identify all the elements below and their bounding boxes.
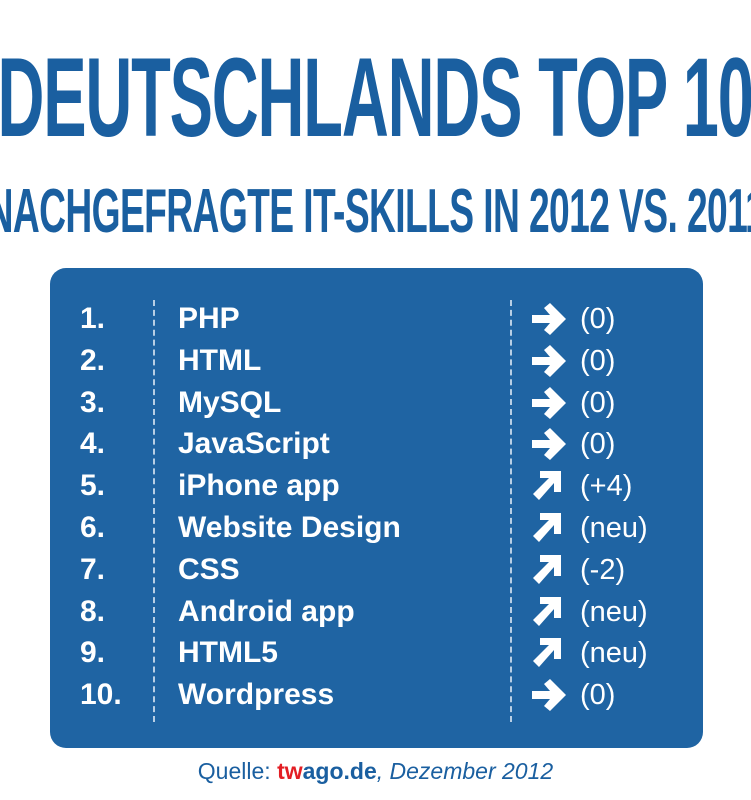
source-prefix: Quelle: [197, 758, 278, 784]
rank-change: (+4) [580, 470, 633, 503]
skill-name: HTML [178, 343, 262, 377]
rank-change: (0) [580, 428, 616, 461]
rank-number: 6. [80, 511, 106, 544]
rank-number: 9. [80, 636, 106, 670]
rank-change: (-2) [580, 553, 626, 586]
skill-name: Android app [178, 594, 355, 628]
skill-name: Wordpress [178, 678, 335, 712]
arrow-right-icon [530, 679, 568, 712]
trend-divider [510, 300, 512, 722]
ranking-row: 1. PHP (0) [50, 298, 703, 340]
rank-number: 2. [80, 343, 106, 377]
skill-name: CSS [178, 552, 240, 586]
rank-number: 10. [80, 678, 122, 712]
source-date: , Dezember 2012 [376, 758, 554, 784]
rank-change: (0) [580, 303, 616, 335]
subtitle-container: NACHGEFRAGTE IT-SKILLS IN 2012 VS. 2011 [0, 176, 751, 248]
ranking-panel: 1. PHP (0) 2. HTML (0) 3. MySQL (0) 4. JavaScript (… [50, 268, 703, 748]
ranking-row: 9. HTML5 (neu) [50, 632, 703, 674]
arrow-up-right-icon [530, 470, 568, 502]
skill-name: iPhone app [178, 469, 340, 503]
arrow-right-icon [530, 428, 568, 461]
arrow-up-right-icon [530, 512, 568, 544]
ranking-row: 3. MySQL (0) [50, 382, 703, 424]
ranking-row: 10. Wordpress (0) [50, 674, 703, 716]
rank-change: (0) [580, 679, 616, 712]
arrow-right-icon [530, 303, 568, 335]
rank-change: (neu) [580, 595, 648, 628]
arrow-right-icon [530, 344, 568, 377]
rank-number: 1. [80, 302, 106, 335]
rank-number: 8. [80, 594, 106, 628]
skill-name: JavaScript [178, 427, 330, 461]
ranking-row: 4. JavaScript (0) [50, 423, 703, 465]
arrow-right-icon [530, 386, 568, 419]
brand-tw: tw [277, 758, 303, 784]
rank-change: (neu) [580, 637, 648, 670]
main-title-container: DEUTSCHLANDS TOP 10 [0, 36, 751, 160]
rank-number: 7. [80, 552, 106, 586]
rank-number: 4. [80, 427, 106, 461]
ranking-row: 2. HTML (0) [50, 340, 703, 382]
rank-divider [153, 300, 155, 722]
arrow-up-right-icon [530, 554, 568, 586]
rank-number: 3. [80, 385, 106, 419]
ranking-row: 6. Website Design (neu) [50, 507, 703, 549]
ranking-row: 7. CSS (-2) [50, 549, 703, 591]
brand-logo: twago.de [277, 758, 377, 784]
arrow-up-right-icon [530, 596, 568, 628]
source-footer: Quelle: twago.de, Dezember 2012 [0, 756, 751, 786]
subtitle: NACHGEFRAGTE IT-SKILLS IN 2012 VS. 2011 [0, 177, 751, 246]
skill-name: PHP [178, 302, 240, 335]
brand-rest: ago.de [302, 758, 377, 784]
arrow-up-right-icon [530, 637, 568, 669]
rank-change: (neu) [580, 512, 648, 544]
skill-name: Website Design [178, 511, 401, 544]
main-title: DEUTSCHLANDS TOP 10 [0, 35, 751, 160]
skill-name: HTML5 [178, 636, 278, 670]
ranking-row: 8. Android app (neu) [50, 591, 703, 633]
rank-change: (0) [580, 344, 616, 377]
skill-name: MySQL [178, 385, 282, 419]
rank-number: 5. [80, 469, 106, 503]
rank-change: (0) [580, 386, 616, 419]
ranking-row: 5. iPhone app (+4) [50, 465, 703, 507]
